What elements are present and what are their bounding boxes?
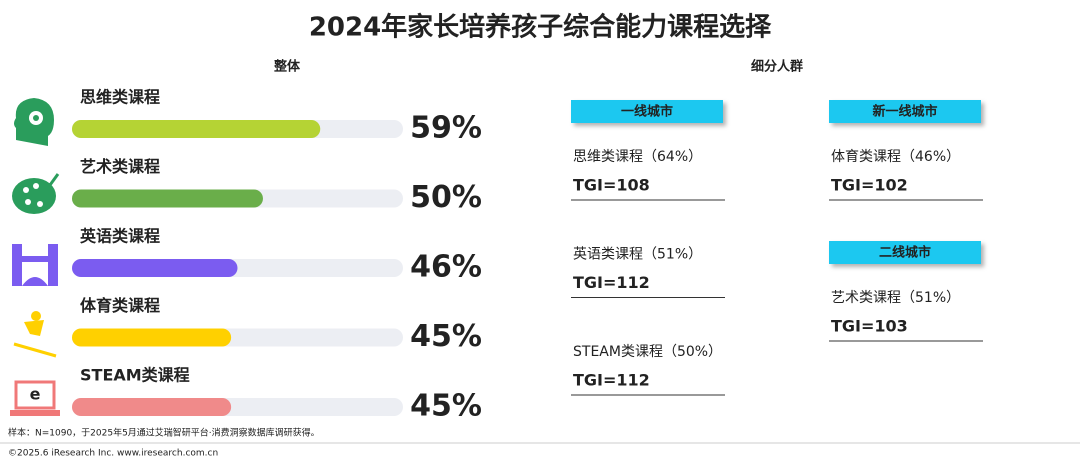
section-title: 细分人群 bbox=[751, 59, 803, 75]
bar bbox=[72, 189, 263, 208]
segment-item-label: 艺术类课程（51%） bbox=[831, 290, 960, 306]
segment-item-label: STEAM类课程（50%） bbox=[573, 344, 722, 360]
bar bbox=[72, 259, 238, 277]
segment-item-label: 思维类课程（64%） bbox=[573, 149, 702, 165]
icon-thinking bbox=[14, 98, 54, 146]
category-label: STEAM类课程 bbox=[80, 366, 190, 385]
bar bbox=[72, 398, 232, 416]
footnote: 样本：N=1090，于2025年5月通过艾瑞智研平台·消费洞察数据库调研获得。 bbox=[8, 427, 320, 439]
copyright: ©2025.6 iResearch Inc. www.iresearch.com… bbox=[8, 449, 218, 459]
value-label: 45% bbox=[410, 319, 482, 354]
segment-item-tgi: TGI=112 bbox=[573, 273, 650, 292]
chart-title: 2024年家长培养孩子综合能力课程选择 bbox=[309, 12, 772, 43]
icon-skier bbox=[13, 311, 57, 358]
segment-header: 新一线城市 bbox=[872, 104, 937, 120]
category-label: 思维类课程 bbox=[80, 88, 160, 107]
segment-item-tgi: TGI=102 bbox=[831, 176, 908, 195]
segment-item-label: 体育类课程（46%） bbox=[831, 149, 960, 165]
value-label: 46% bbox=[410, 250, 482, 285]
icon-art bbox=[12, 173, 60, 214]
segment-item-tgi: TGI=112 bbox=[573, 371, 650, 390]
segment-header-box bbox=[571, 100, 723, 123]
svg-text:e: e bbox=[30, 385, 41, 404]
segment-header-box bbox=[829, 100, 981, 123]
bar bbox=[72, 328, 232, 347]
value-label: 50% bbox=[410, 180, 482, 215]
category-label: 体育类课程 bbox=[80, 296, 160, 315]
segment-header-box bbox=[829, 241, 981, 264]
icon-bridge bbox=[12, 244, 58, 286]
icon-laptop: e bbox=[10, 380, 60, 416]
segment-item-tgi: TGI=108 bbox=[573, 176, 650, 195]
category-label: 艺术类课程 bbox=[80, 157, 160, 176]
segment-header: 二线城市 bbox=[879, 245, 931, 261]
segment-header: 一线城市 bbox=[621, 104, 673, 120]
segment-item-label: 英语类课程（51%） bbox=[573, 246, 702, 263]
category-label: 英语类课程 bbox=[79, 227, 160, 246]
section-title: 整体 bbox=[273, 59, 301, 75]
segment-item-tgi: TGI=103 bbox=[831, 317, 908, 336]
value-label: 45% bbox=[410, 389, 482, 424]
bar bbox=[72, 120, 321, 138]
value-label: 59% bbox=[410, 111, 482, 146]
